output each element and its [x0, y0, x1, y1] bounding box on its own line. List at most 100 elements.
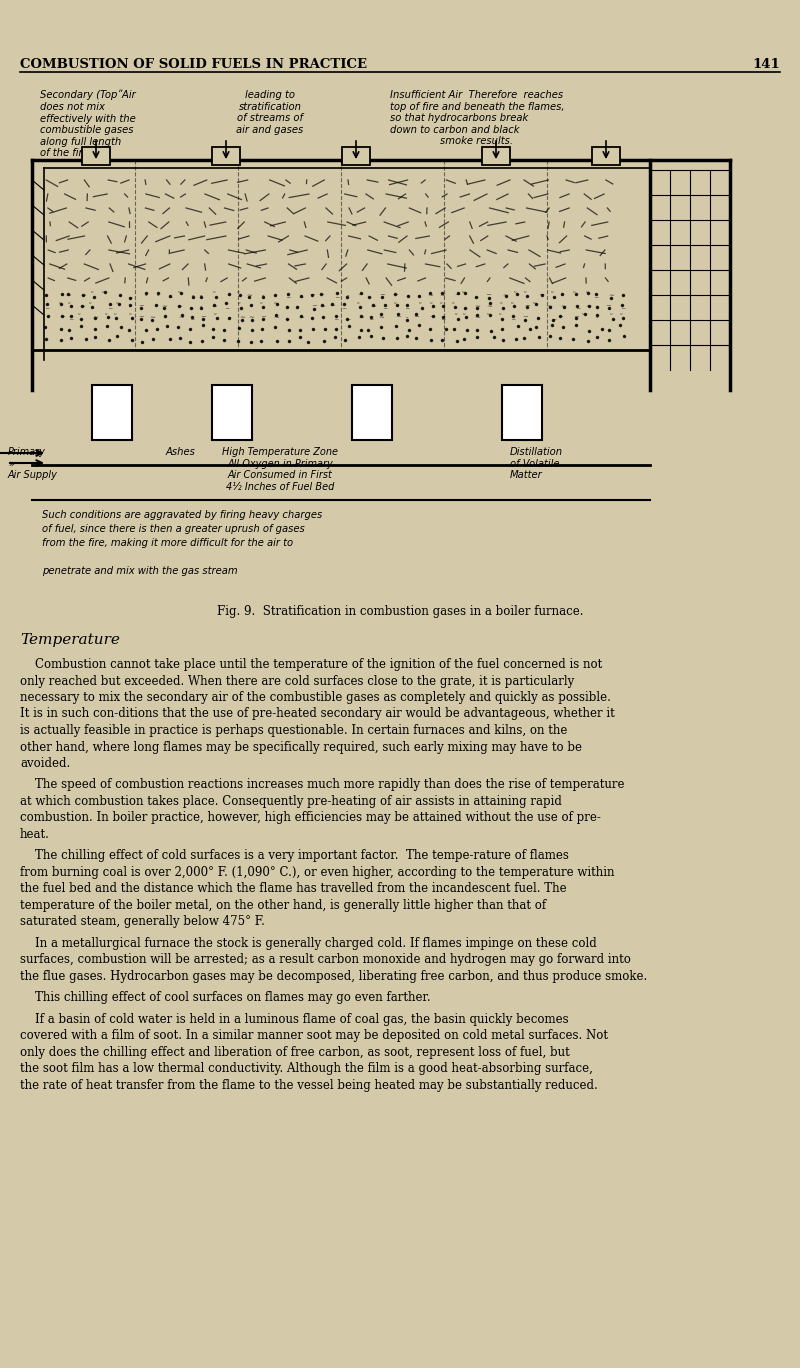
Text: ∼: ∼: [211, 302, 217, 309]
Text: -: -: [418, 291, 421, 298]
Text: ∼: ∼: [176, 302, 182, 309]
Text: avoided.: avoided.: [20, 757, 70, 770]
Text: Insufficient Air  Therefore  reaches
top of fire and beneath the flames,
so that: Insufficient Air Therefore reaches top o…: [390, 90, 565, 146]
Text: This chilling effect of cool surfaces on flames may go even farther.: This chilling effect of cool surfaces on…: [20, 992, 430, 1004]
Text: -: -: [262, 291, 265, 298]
Text: _: _: [383, 302, 386, 309]
Text: ∼: ∼: [546, 302, 553, 309]
Text: _: _: [552, 315, 555, 320]
Text: -: -: [129, 302, 131, 309]
Text: -: -: [163, 315, 166, 320]
Text: _: _: [342, 302, 346, 309]
Text: ~: ~: [606, 302, 611, 309]
Text: _: _: [621, 302, 624, 309]
Text: ∼: ∼: [66, 291, 71, 298]
Text: -: -: [145, 291, 147, 298]
Text: -: -: [118, 291, 121, 298]
Text: ∼: ∼: [79, 302, 85, 309]
Text: surfaces, combustion will be arrested; as a result carbon monoxide and hydrogen : surfaces, combustion will be arrested; a…: [20, 953, 631, 966]
Text: _: _: [594, 291, 598, 298]
Text: ~: ~: [138, 302, 144, 309]
Text: It is in such con-ditions that the use of pre-heated secondary air would be adva: It is in such con-ditions that the use o…: [20, 707, 614, 721]
Text: _: _: [367, 291, 370, 298]
Text: _: _: [474, 291, 478, 298]
Text: ~: ~: [310, 291, 315, 298]
Text: -: -: [200, 302, 202, 309]
Text: -: -: [346, 291, 349, 298]
Text: _: _: [335, 291, 338, 298]
Bar: [82, 146, 110, 166]
Text: _: _: [168, 291, 171, 298]
Text: Primary
»
Air Supply: Primary » Air Supply: [8, 447, 58, 480]
Text: ∼: ∼: [298, 315, 304, 320]
Text: _: _: [128, 291, 132, 298]
Text: _: _: [346, 315, 349, 320]
Text: necessary to mix the secondary air of the combustible gases as completely and qu: necessary to mix the secondary air of th…: [20, 691, 611, 705]
Text: the flue gases. Hydrocarbon gases may be decomposed, liberating free carbon, and: the flue gases. Hydrocarbon gases may be…: [20, 970, 647, 982]
Text: -: -: [191, 291, 194, 298]
Text: at which combustion takes place. Consequently pre-heating of air assists in atta: at which combustion takes place. Consequ…: [20, 795, 562, 808]
Text: ~: ~: [430, 315, 435, 320]
Text: ~: ~: [200, 315, 206, 320]
Bar: [592, 146, 620, 166]
Text: ~: ~: [358, 291, 363, 298]
Text: _: _: [69, 315, 73, 320]
Text: _: _: [45, 302, 49, 309]
Text: ~: ~: [486, 291, 491, 298]
Text: -: -: [154, 302, 157, 309]
Text: _: _: [285, 315, 288, 320]
Text: only does the chilling effect and liberation of free carbon, as soot, represent : only does the chilling effect and libera…: [20, 1045, 570, 1059]
Text: ~: ~: [522, 315, 528, 320]
Text: ∼: ∼: [439, 291, 445, 298]
Text: -: -: [60, 291, 63, 298]
Text: -: -: [228, 291, 230, 298]
Text: -: -: [622, 291, 624, 298]
Text: -: -: [250, 302, 253, 309]
Text: ~: ~: [329, 302, 335, 309]
Text: _: _: [334, 315, 338, 320]
Text: _: _: [576, 302, 579, 309]
Text: temperature of the boiler metal, on the other hand, is generally little higher t: temperature of the boiler metal, on the …: [20, 899, 546, 912]
Text: is actually feasible in practice is perhaps questionable. In certain furnaces an: is actually feasible in practice is perh…: [20, 724, 567, 737]
Text: saturated steam, generally below 475° F.: saturated steam, generally below 475° F.: [20, 915, 265, 929]
Bar: [352, 384, 392, 440]
Text: -: -: [45, 291, 47, 298]
Text: ∼: ∼: [474, 315, 480, 320]
Text: ∼: ∼: [486, 302, 493, 309]
Text: ∼: ∼: [249, 315, 254, 320]
Text: ~: ~: [379, 291, 386, 298]
Text: -: -: [200, 291, 202, 298]
Text: ∼: ∼: [502, 291, 509, 298]
Text: ~: ~: [558, 315, 563, 320]
Text: ∼: ∼: [178, 315, 185, 320]
Text: ~: ~: [573, 315, 579, 320]
Text: ∼: ∼: [474, 302, 480, 309]
Text: the soot film has a low thermal conductivity. Although the film is a good heat-a: the soot film has a low thermal conducti…: [20, 1062, 593, 1075]
Text: Fig. 9.  Stratification in combustion gases in a boiler furnace.: Fig. 9. Stratification in combustion gas…: [217, 605, 583, 618]
Text: other hand, where long flames may be specifically required, such early mixing ma: other hand, where long flames may be spe…: [20, 740, 582, 754]
Text: -: -: [322, 315, 325, 320]
Text: -: -: [536, 315, 539, 320]
Text: Such conditions are aggravated by firing heavy charges
of fuel, since there is t: Such conditions are aggravated by firing…: [42, 510, 322, 576]
Text: ∼: ∼: [92, 315, 98, 320]
Text: -: -: [596, 315, 598, 320]
Text: -: -: [310, 315, 313, 320]
Text: ~: ~: [311, 302, 317, 309]
Text: _: _: [463, 302, 466, 309]
Text: _: _: [225, 302, 228, 309]
Text: _: _: [299, 291, 302, 298]
Text: _: _: [511, 315, 514, 320]
Text: ∼: ∼: [608, 291, 614, 298]
Text: COMBUSTION OF SOLID FUELS IN PRACTICE: COMBUSTION OF SOLID FUELS IN PRACTICE: [20, 57, 367, 71]
Text: ~: ~: [454, 291, 461, 298]
Text: covered with a film of soot. In a similar manner soot may be deposited on cold m: covered with a film of soot. In a simila…: [20, 1029, 608, 1042]
Text: ~: ~: [318, 291, 324, 298]
Text: Combustion cannot take place until the temperature of the ignition of the fuel c: Combustion cannot take place until the t…: [20, 658, 602, 670]
Text: ∼: ∼: [80, 291, 86, 298]
Text: -: -: [274, 291, 277, 298]
Text: High Temperature Zone
All Oxygen in Primary
Air Consumed in First
4½ Inches of F: High Temperature Zone All Oxygen in Prim…: [222, 447, 338, 492]
Text: _: _: [190, 302, 193, 309]
Text: -: -: [596, 302, 598, 309]
Text: 141: 141: [752, 57, 780, 71]
Text: If a basin of cold water is held in a luminous flame of coal gas, the basin quic: If a basin of cold water is held in a lu…: [20, 1012, 569, 1026]
